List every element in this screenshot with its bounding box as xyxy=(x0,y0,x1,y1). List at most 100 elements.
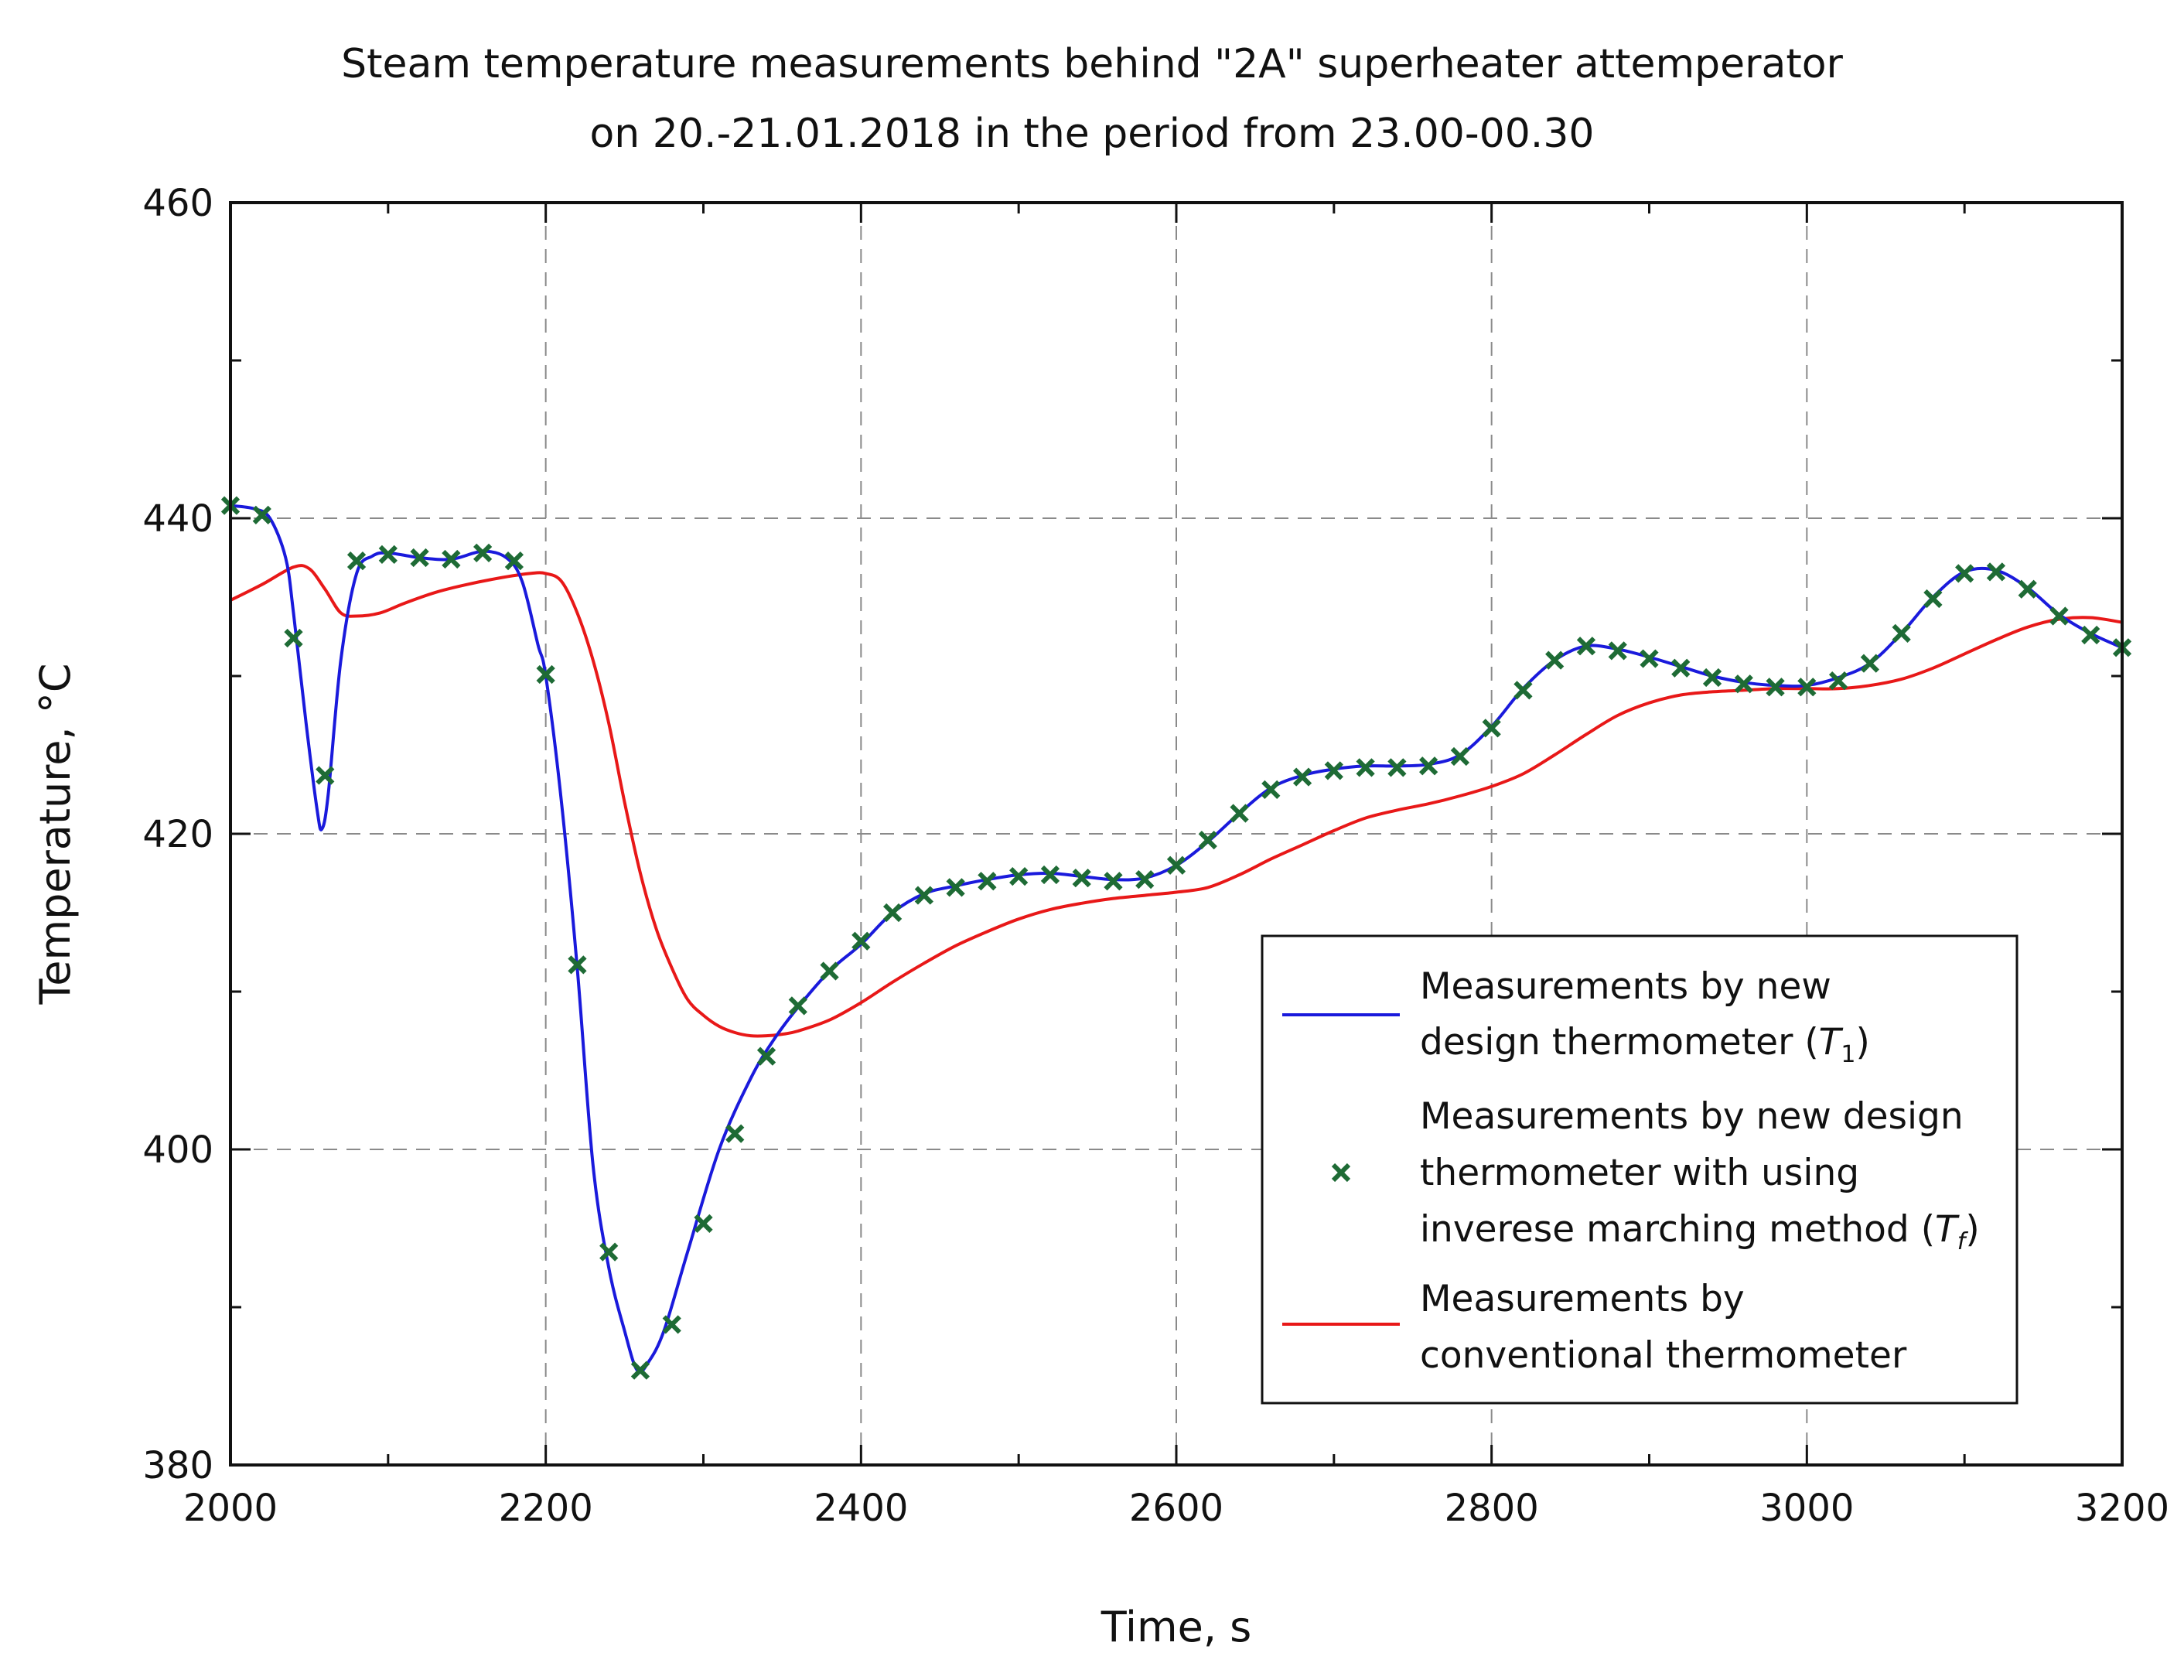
marker-point-2840-stroke-b xyxy=(1545,650,1565,670)
marker-point-2200-stroke-b xyxy=(536,664,555,685)
marker-point-2920-stroke-b xyxy=(1671,658,1691,678)
marker-point-2080-stroke-b xyxy=(346,551,367,571)
marker-point-2460 xyxy=(946,878,965,897)
marker-point-2980 xyxy=(1766,678,1785,697)
y-tick-label-380: 380 xyxy=(142,1444,213,1487)
marker-point-2880-stroke-b xyxy=(1608,641,1627,661)
marker-point-2220-stroke-b xyxy=(568,955,587,975)
legend-label-new-design-text: design thermometer ( xyxy=(1420,1021,1819,1064)
marker-point-2480-stroke-b xyxy=(978,872,997,891)
marker-point-2500 xyxy=(1009,866,1029,886)
marker-point-2400-stroke-b xyxy=(851,931,871,951)
legend-swatch-inverse-marching xyxy=(1331,1163,1351,1183)
marker-point-2460-stroke-b xyxy=(946,878,965,897)
marker-point-3040 xyxy=(1860,654,1879,673)
marker-point-3100-stroke-b xyxy=(1955,564,1974,583)
marker-point-2280-stroke-b xyxy=(662,1315,681,1334)
marker-point-2760-stroke-b xyxy=(1419,756,1438,776)
marker-point-2140 xyxy=(442,549,461,569)
marker-point-2820 xyxy=(1513,681,1533,700)
marker-point-3140 xyxy=(2018,579,2037,599)
marker-point-2240-stroke-b xyxy=(599,1242,619,1262)
marker-point-3000-stroke-b xyxy=(1797,678,1817,697)
marker-point-2080 xyxy=(346,551,367,571)
marker-point-2800-stroke-b xyxy=(1482,719,1501,738)
marker-point-2740-stroke-b xyxy=(1387,758,1407,777)
marker-point-2480 xyxy=(978,872,997,891)
marker-point-2140-stroke-b xyxy=(442,549,461,569)
marker-point-3020 xyxy=(1828,671,1848,691)
marker-point-2580 xyxy=(1135,870,1155,890)
marker-point-2560 xyxy=(1104,872,1123,891)
marker-point-3160 xyxy=(2049,606,2069,626)
legend-label-new-design-line-1: Measurements by new xyxy=(1420,965,1831,1008)
marker-point-3060 xyxy=(1892,623,1911,644)
marker-point-2240 xyxy=(599,1242,619,1262)
marker-point-2580-stroke-b xyxy=(1135,870,1155,890)
y-tick-label-460: 460 xyxy=(142,182,213,225)
x-tick-label-2000: 2000 xyxy=(183,1487,278,1530)
legend-symbol-tf: T xyxy=(1935,1208,1960,1251)
chart-title-line-1: Steam temperature measurements behind "2… xyxy=(341,41,1843,87)
chart-title-line-2: on 20.-21.01.2018 in the period from 23.… xyxy=(589,111,1594,157)
marker-point-2060-stroke-b xyxy=(316,766,335,785)
marker-point-2120-stroke-b xyxy=(410,548,429,568)
marker-point-2700-stroke-b xyxy=(1324,761,1343,780)
marker-point-2980-stroke-b xyxy=(1766,678,1785,697)
marker-point-3180 xyxy=(2081,625,2100,645)
marker-point-2940-stroke-b xyxy=(1702,668,1722,688)
legend-label-conventional-line-2: conventional thermometer xyxy=(1420,1334,1907,1377)
marker-point-2860 xyxy=(1576,637,1596,656)
plot-frame xyxy=(229,201,2124,1467)
marker-point-2940 xyxy=(1702,668,1722,688)
marker-point-2160-stroke-b xyxy=(473,543,493,563)
marker-point-2340-stroke-b xyxy=(756,1047,776,1066)
marker-point-2320-stroke-b xyxy=(725,1124,745,1143)
marker-point-2780 xyxy=(1450,746,1470,767)
marker-point-2900 xyxy=(1640,649,1659,668)
marker-point-3080 xyxy=(1923,589,1943,609)
marker-point-2820-stroke-b xyxy=(1513,681,1533,700)
y-tick-label-440: 440 xyxy=(142,497,213,541)
y-tick-label-400: 400 xyxy=(142,1129,213,1172)
marker-point-2260-stroke-b xyxy=(630,1361,650,1380)
marker-point-2100-stroke-b xyxy=(378,545,398,565)
marker-point-2180-stroke-b xyxy=(504,551,524,571)
legend-marker-x xyxy=(1331,1163,1351,1183)
marker-point-2960 xyxy=(1734,674,1753,694)
x-tick-label-3000: 3000 xyxy=(1759,1487,1854,1530)
marker-point-2860-stroke-b xyxy=(1576,637,1596,656)
marker-point-2360-stroke-b xyxy=(788,996,807,1016)
marker-point-3120 xyxy=(1986,562,2006,582)
marker-point-3080-stroke-b xyxy=(1923,589,1943,609)
legend-label-inverse-line-2: thermometer with using xyxy=(1420,1152,1859,1194)
marker-point-2960-stroke-b xyxy=(1734,674,1753,694)
marker-point-2520-stroke-b xyxy=(1040,865,1060,885)
y-axis-label: Temperature, °C xyxy=(31,663,80,1005)
marker-point-2380 xyxy=(820,961,839,981)
marker-point-2060 xyxy=(316,766,335,785)
marker-point-2180 xyxy=(504,551,524,571)
legend-label-inverse-text: inverese marching method ( xyxy=(1420,1208,1935,1251)
marker-point-2420 xyxy=(882,903,903,923)
marker-point-2360 xyxy=(788,996,807,1016)
x-tick-label-2400: 2400 xyxy=(814,1487,908,1530)
marker-point-2720-stroke-b xyxy=(1356,758,1375,777)
legend-subscript-1: 1 xyxy=(1841,1041,1855,1068)
marker-point-2500-stroke-b xyxy=(1009,866,1029,886)
marker-point-2620 xyxy=(1198,831,1217,850)
marker-point-2540-stroke-b xyxy=(1072,868,1091,888)
marker-point-2100 xyxy=(378,545,398,565)
x-tick-label-3200: 3200 xyxy=(2075,1487,2169,1530)
marker-point-2600-stroke-b xyxy=(1166,855,1186,875)
marker-point-2780-stroke-b xyxy=(1450,746,1470,767)
marker-point-2400 xyxy=(851,931,871,951)
marker-point-2200 xyxy=(536,664,555,685)
marker-point-2660 xyxy=(1261,780,1281,800)
legend-label-inverse-line-3: inverese marching method (Tf) xyxy=(1420,1208,1980,1255)
marker-point-2720 xyxy=(1356,758,1375,777)
marker-point-2280 xyxy=(662,1315,681,1334)
x-tick-label-2800: 2800 xyxy=(1445,1487,1539,1530)
